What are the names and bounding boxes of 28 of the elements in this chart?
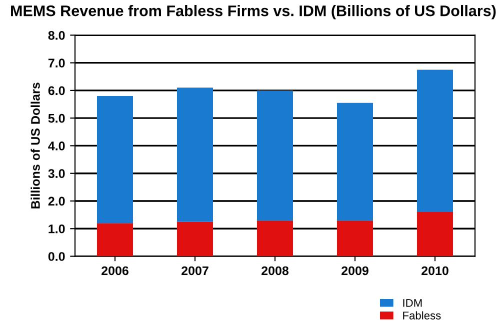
y-tick-label: 4.0 (48, 142, 65, 150)
y-tick-label: 8.0 (48, 30, 65, 40)
bar (257, 90, 293, 220)
y-tick-label: 2.0 (48, 196, 65, 206)
x-tick-label: 2007 (182, 266, 208, 276)
x-tick-label: 2006 (102, 266, 128, 276)
y-tick-label: 1.0 (48, 224, 65, 234)
x-tick-label: 2010 (422, 266, 448, 276)
y-tick-label: 0.0 (48, 252, 65, 261)
y-tick-label: 6.0 (48, 86, 65, 96)
chart-title: MEMS Revenue from Fabless Firms vs. IDM (Billions of US Dollars) (11, 5, 496, 20)
bar (417, 70, 453, 212)
y-tick-label: 7.0 (48, 58, 65, 68)
bar (417, 212, 453, 256)
bar (177, 222, 213, 256)
bar (97, 96, 133, 224)
bar (177, 88, 213, 222)
bar (337, 102, 373, 220)
y-tick-label: 3.0 (48, 169, 65, 178)
legend-label: IDM (403, 299, 422, 307)
bar (97, 223, 133, 256)
x-tick-label: 2008 (262, 266, 289, 276)
x-tick-label: 2009 (342, 266, 368, 276)
y-axis-title: Billions of US Dollars (30, 82, 40, 208)
bar (257, 220, 293, 256)
bar (337, 220, 373, 256)
legend-label: Fabless (403, 311, 441, 320)
y-tick-label: 5.0 (48, 114, 65, 123)
